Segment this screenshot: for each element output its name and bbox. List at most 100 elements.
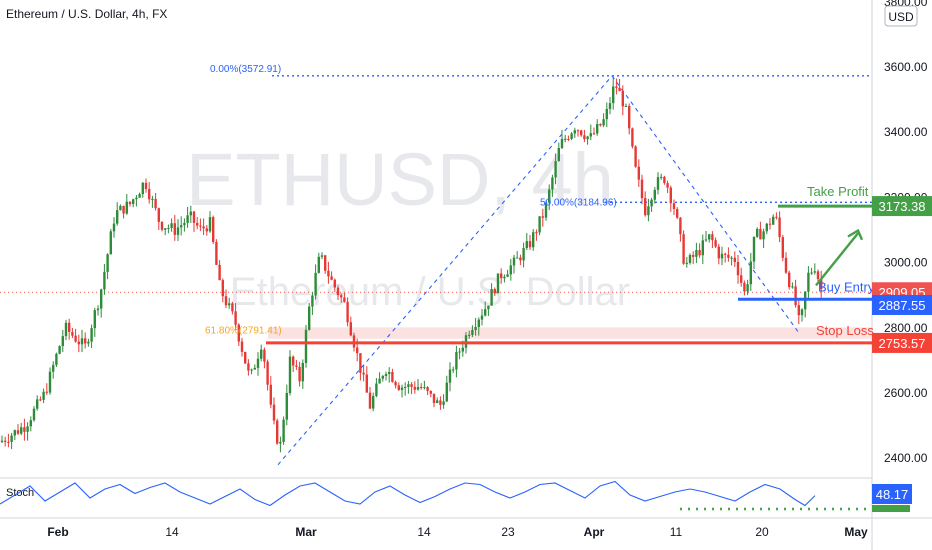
- candle-body: [615, 86, 618, 88]
- candle-body: [167, 227, 170, 229]
- stoch-level-tag: [872, 505, 910, 512]
- candle-body: [183, 222, 186, 226]
- buy-entry-price-tag[interactable]: 2887.55: [872, 294, 932, 315]
- candle-body: [775, 216, 778, 218]
- candle-body: [496, 273, 500, 294]
- candle-body: [541, 216, 544, 218]
- price-axis-ticks[interactable]: 3800.003600.003400.003200.003000.002800.…: [884, 0, 928, 465]
- candle-body: [173, 223, 176, 235]
- candle-body: [244, 351, 247, 364]
- candle-body: [192, 211, 196, 223]
- fib-0-label: 0.00%(3572.91): [210, 64, 281, 75]
- candle-body: [608, 103, 612, 109]
- candle-body: [16, 430, 20, 434]
- candle-body: [279, 441, 282, 444]
- candle-body: [781, 237, 784, 258]
- candle-body: [413, 386, 416, 390]
- candle-body: [711, 234, 714, 241]
- stoch-value-tag[interactable]: 48.17: [872, 484, 912, 504]
- candle-body: [506, 274, 509, 277]
- candle-body: [349, 322, 352, 336]
- candle-body: [36, 399, 39, 409]
- candle-body: [576, 130, 580, 132]
- candle-body: [685, 262, 688, 264]
- candle-body: [285, 393, 288, 420]
- candle-body: [756, 228, 759, 237]
- candle-body: [772, 216, 775, 225]
- candle-body: [381, 375, 384, 379]
- candle-body: [535, 232, 538, 234]
- candle-body: [672, 203, 676, 210]
- candle-body: [141, 182, 144, 195]
- candle-body: [544, 202, 548, 218]
- candle-body: [64, 322, 68, 337]
- candle-body: [336, 287, 340, 296]
- candle-body: [122, 205, 125, 214]
- candle-body: [269, 384, 272, 405]
- candle-body: [596, 123, 599, 134]
- candle-body: [439, 400, 442, 405]
- watermark-symbol: ETHUSD, 4h: [186, 138, 614, 221]
- candle-body: [605, 108, 608, 120]
- candle-body: [205, 228, 208, 232]
- candle-body: [77, 341, 80, 345]
- candle-body: [202, 226, 205, 229]
- candle-body: [39, 399, 42, 401]
- candle-body: [762, 231, 765, 240]
- candle-body: [394, 381, 397, 386]
- candle-body: [730, 257, 733, 259]
- candle-body: [592, 133, 596, 135]
- candle-body: [256, 358, 260, 368]
- candle-body: [68, 322, 71, 332]
- stop-loss-price-tag[interactable]: 2753.57: [872, 332, 932, 353]
- candle-body: [704, 239, 708, 241]
- candle-body: [109, 231, 112, 255]
- candle-body: [813, 271, 816, 273]
- candle-body: [807, 272, 810, 292]
- candle-body: [84, 338, 87, 344]
- candle-body: [208, 217, 212, 232]
- candle-body: [138, 194, 141, 198]
- candle-body: [240, 341, 244, 352]
- candle-body: [295, 365, 298, 367]
- currency-badge[interactable]: USD: [884, 5, 918, 27]
- candle-body: [599, 123, 602, 126]
- candle-body: [583, 135, 586, 140]
- candle-body: [13, 430, 16, 436]
- candle-body: [311, 295, 314, 307]
- candle-body: [397, 385, 400, 390]
- candle-body: [234, 311, 237, 325]
- candle-body: [621, 91, 624, 107]
- take-profit-label: Take Profit: [807, 184, 869, 199]
- candle-body: [384, 374, 388, 376]
- svg-text:2887.55: 2887.55: [879, 298, 926, 313]
- candle-body: [80, 338, 84, 345]
- candle-body: [589, 133, 592, 137]
- candle-body: [474, 326, 477, 331]
- candle-body: [356, 347, 359, 354]
- candle-body: [215, 242, 218, 265]
- candle-body: [388, 371, 391, 375]
- svg-text:USD: USD: [888, 10, 914, 24]
- candle-body: [736, 262, 740, 276]
- candle-body: [314, 272, 317, 296]
- candle-body: [548, 189, 551, 203]
- time-axis[interactable]: Feb 14 Mar 14 23 Apr 11 20 May: [47, 525, 868, 539]
- candle-body: [682, 234, 685, 264]
- candle-body: [509, 265, 512, 275]
- candle-body: [42, 391, 45, 400]
- candle-body: [90, 328, 93, 342]
- time-tick-label: Apr: [584, 525, 605, 539]
- candle-body: [4, 440, 7, 442]
- candle-body: [160, 221, 164, 230]
- candle-body: [132, 199, 135, 204]
- candle-body: [458, 351, 461, 353]
- take-profit-price-tag[interactable]: 3173.38: [872, 196, 932, 217]
- candle-body: [532, 232, 535, 248]
- candle-body: [112, 223, 116, 232]
- candle-body: [320, 255, 324, 257]
- candle-body: [378, 378, 381, 384]
- candle-body: [327, 270, 330, 277]
- candle-body: [477, 319, 480, 327]
